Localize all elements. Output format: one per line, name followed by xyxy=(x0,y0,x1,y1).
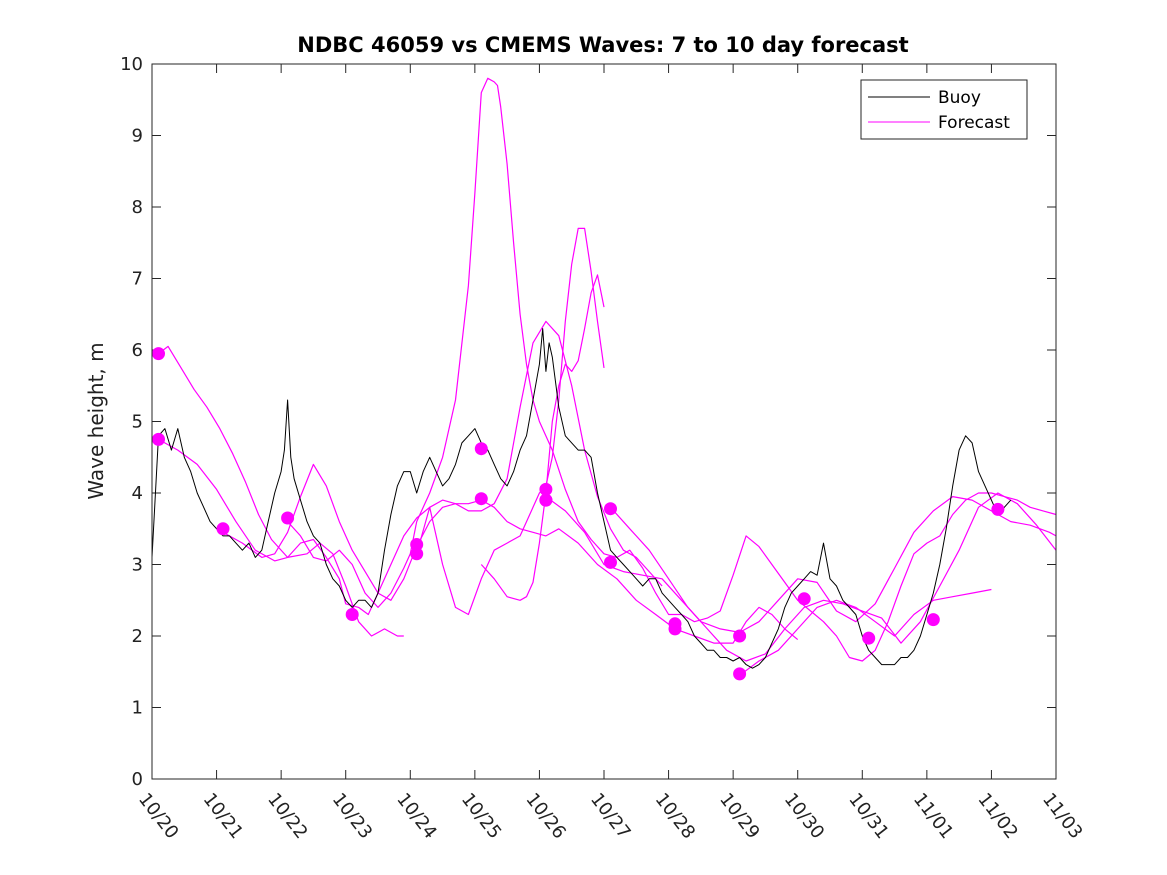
y-tick-label: 7 xyxy=(132,269,143,290)
forecast-marker xyxy=(797,592,811,606)
forecast-line xyxy=(480,274,605,601)
forecast-marker xyxy=(539,482,553,496)
y-tick-label: 6 xyxy=(132,340,143,361)
y-tick-label: 5 xyxy=(132,412,143,433)
y-axis-label: Wave height, m xyxy=(84,342,108,499)
legend: Buoy Forecast xyxy=(860,79,1028,140)
y-tick-label: 0 xyxy=(132,769,143,790)
y-tick-label: 10 xyxy=(120,54,143,75)
forecast-line xyxy=(158,345,404,637)
forecast-marker xyxy=(410,547,424,561)
forecast-marker xyxy=(733,629,747,643)
forecast-marker xyxy=(539,493,553,507)
legend-label-buoy: Buoy xyxy=(938,88,981,108)
forecast-marker xyxy=(216,522,230,536)
forecast-line xyxy=(158,320,663,616)
forecast-line xyxy=(222,463,799,644)
forecast-marker xyxy=(604,555,617,569)
y-tick-label: 9 xyxy=(132,126,143,147)
forecast-marker xyxy=(474,492,488,506)
forecast-marker xyxy=(926,613,940,627)
forecast-marker xyxy=(862,631,876,645)
forecast-marker xyxy=(152,432,165,446)
legend-box xyxy=(860,79,1028,140)
forecast-marker xyxy=(152,347,165,361)
forecast-line xyxy=(416,227,605,616)
forecast-marker xyxy=(345,608,359,621)
forecast-line xyxy=(287,77,1057,662)
y-tick-label: 3 xyxy=(132,555,143,576)
y-tick-label: 1 xyxy=(132,698,143,719)
forecast-marker xyxy=(991,502,1005,516)
chart-title: NDBC 46059 vs CMEMS Waves: 7 to 10 day f… xyxy=(297,33,908,57)
forecast-marker xyxy=(604,502,617,516)
forecast-marker xyxy=(410,538,424,551)
plot-area xyxy=(151,77,1057,681)
y-tick-label: 4 xyxy=(132,483,143,504)
forecast-marker xyxy=(668,622,682,636)
forecast-line xyxy=(739,588,992,676)
y-tick-label: 2 xyxy=(132,626,143,647)
axes-box xyxy=(151,63,1057,780)
y-tick-label: 8 xyxy=(132,197,143,218)
forecast-marker xyxy=(281,511,295,525)
forecast-marker xyxy=(474,442,488,456)
legend-label-forecast: Forecast xyxy=(938,113,1010,133)
forecast-marker xyxy=(733,667,747,681)
